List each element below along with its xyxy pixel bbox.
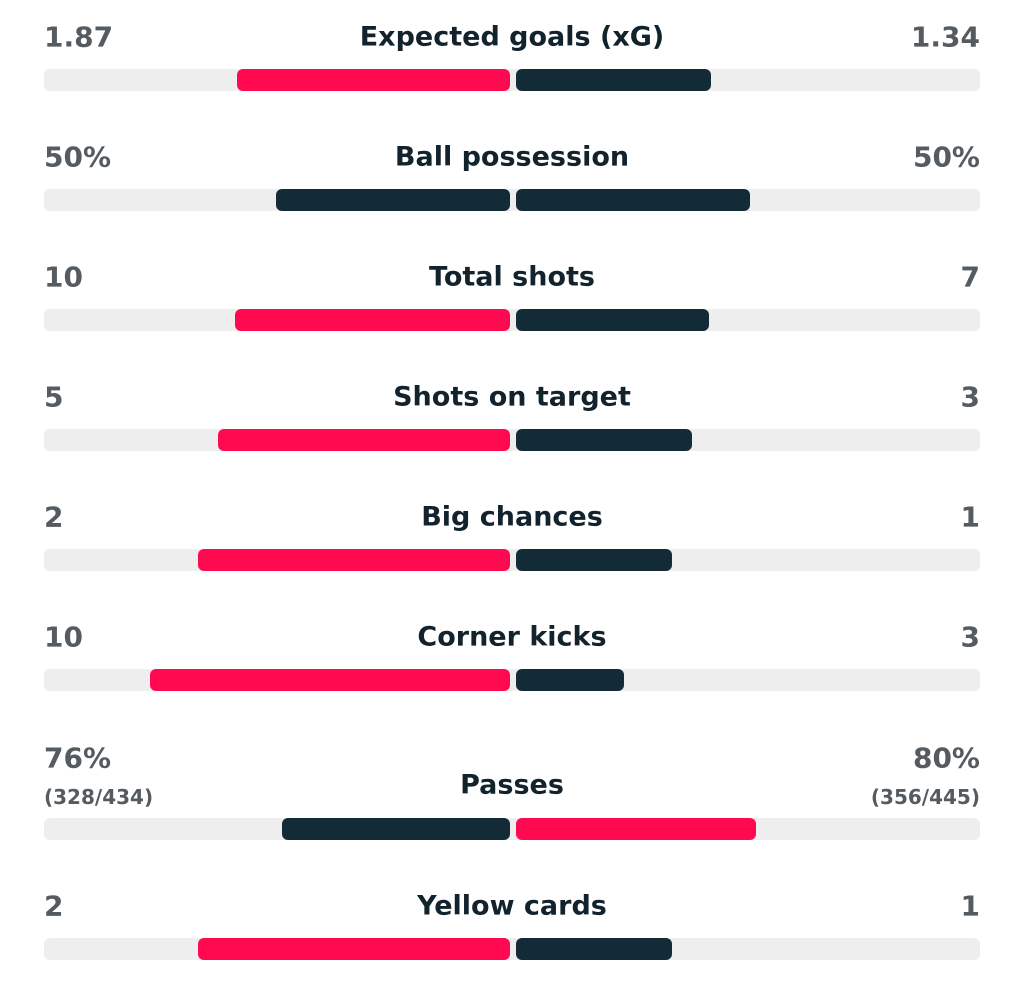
stat-label: Big chances: [421, 501, 603, 533]
bar-track: [44, 549, 980, 571]
bar-track: [44, 818, 980, 840]
home-bar: [217, 429, 510, 451]
away-detail: (356/445): [870, 785, 980, 809]
home-bar: [198, 938, 510, 960]
home-value: 2: [44, 889, 64, 923]
away-value: 3: [960, 380, 980, 414]
stat-label: Passes: [460, 769, 564, 801]
bar-track: [44, 309, 980, 331]
bar-track: [44, 429, 980, 451]
stat-label: Total shots: [429, 261, 595, 293]
home-bar: [276, 189, 510, 211]
home-value: 10: [44, 620, 83, 654]
away-value: 1: [960, 889, 980, 923]
away-bar: [516, 309, 709, 331]
away-value: 3: [960, 620, 980, 654]
home-value: 10: [44, 260, 83, 294]
away-bar: [516, 938, 672, 960]
home-detail: (328/434): [44, 785, 154, 809]
home-bar: [234, 309, 510, 331]
away-bar: [516, 549, 672, 571]
stat-label: Yellow cards: [417, 890, 607, 922]
away-value: 50%: [912, 140, 980, 174]
away-value: 1.34: [910, 20, 980, 54]
stat-label: Shots on target: [393, 381, 631, 413]
away-bar: [516, 429, 692, 451]
stat-label: Corner kicks: [417, 621, 607, 653]
away-value: 7: [960, 260, 980, 294]
home-bar: [198, 549, 510, 571]
bar-track: [44, 938, 980, 960]
home-value: 1.87: [44, 20, 114, 54]
stat-label: Expected goals (xG): [359, 21, 665, 53]
home-value: 76%: [44, 741, 112, 775]
home-bar: [282, 818, 510, 840]
home-bar: [150, 669, 510, 691]
bar-track: [44, 69, 980, 91]
away-bar: [516, 189, 750, 211]
away-bar: [516, 69, 712, 91]
bar-track: [44, 189, 980, 211]
home-bar: [237, 69, 510, 91]
home-value: 50%: [44, 140, 112, 174]
away-bar: [516, 818, 756, 840]
home-value: 5: [44, 380, 64, 414]
away-bar: [516, 669, 624, 691]
away-value: 80%: [912, 741, 980, 775]
stat-label: Ball possession: [394, 141, 630, 173]
home-value: 2: [44, 500, 64, 534]
away-value: 1: [960, 500, 980, 534]
